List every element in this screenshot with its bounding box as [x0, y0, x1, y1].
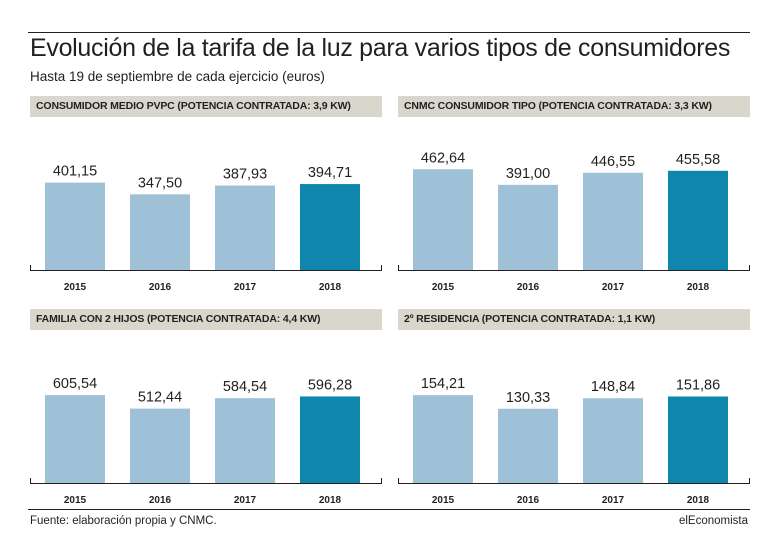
top-rule [28, 32, 750, 33]
data-label-2015: 605,54 [53, 376, 97, 392]
x-tick-label-2018: 2018 [687, 282, 710, 293]
bar-2017 [215, 185, 275, 270]
data-label-2017: 387,93 [223, 167, 267, 183]
bar-2018 [668, 170, 728, 270]
panel-title: 2º RESIDENCIA (POTENCIA CONTRATADA: 1,1 … [404, 313, 656, 325]
panel-title: CONSUMIDOR MEDIO PVPC (POTENCIA CONTRATA… [36, 100, 351, 112]
data-label-2018: 455,58 [676, 152, 720, 168]
data-label-2015: 401,15 [53, 164, 97, 180]
data-label-2015: 462,64 [421, 150, 465, 166]
x-tick-label-2015: 2015 [432, 282, 455, 293]
x-tick-label-2015: 2015 [64, 495, 87, 506]
x-tick-label-2016: 2016 [517, 282, 540, 293]
data-label-2016: 130,33 [506, 390, 550, 406]
bar-2016 [130, 408, 190, 483]
bar-2017 [583, 398, 643, 483]
bar-2016 [498, 408, 558, 483]
bar-2015 [45, 182, 105, 270]
panel-segunda-residencia: 2º RESIDENCIA (POTENCIA CONTRATADA: 1,1 … [398, 309, 750, 512]
x-tick-label-2016: 2016 [517, 495, 540, 506]
panel-title: FAMILIA CON 2 HIJOS (POTENCIA CONTRATADA… [36, 313, 321, 325]
x-tick-label-2017: 2017 [602, 282, 625, 293]
data-label-2017: 148,84 [591, 379, 635, 395]
bar-2016 [498, 184, 558, 270]
x-tick-label-2017: 2017 [234, 495, 257, 506]
data-label-2015: 154,21 [421, 376, 465, 392]
data-label-2016: 512,44 [138, 390, 182, 406]
bar-2017 [215, 398, 275, 483]
panel-cnmc-consumidor-tipo: CNMC CONSUMIDOR TIPO (POTENCIA CONTRATAD… [398, 96, 750, 299]
x-tick-label-2017: 2017 [602, 495, 625, 506]
x-tick-label-2015: 2015 [64, 282, 87, 293]
data-label-2018: 151,86 [676, 377, 720, 393]
bar-chart-consumidor-medio: 401,15 2015 347,50 2016 387,93 2017 394,71 2018 [30, 164, 382, 293]
x-tick-label-2016: 2016 [149, 282, 172, 293]
brand-credit: elEconomista [678, 515, 748, 527]
x-tick-label-2015: 2015 [432, 495, 455, 506]
panel-header: FAMILIA CON 2 HIJOS (POTENCIA CONTRATADA… [30, 309, 382, 330]
bar-chart-segunda-residencia: 154,21 2015 130,33 2016 148,84 2017 151,86 2018 [398, 376, 750, 506]
bar-2018 [300, 184, 360, 270]
chart-title: Evolución de la tarifa de la luz para va… [30, 34, 731, 62]
panel-familia-2-hijos: FAMILIA CON 2 HIJOS (POTENCIA CONTRATADA… [30, 309, 382, 512]
panel-consumidor-medio: CONSUMIDOR MEDIO PVPC (POTENCIA CONTRATA… [30, 96, 382, 299]
x-tick-label-2018: 2018 [319, 495, 342, 506]
bar-2018 [300, 396, 360, 483]
bar-2015 [45, 395, 105, 483]
bar-2015 [413, 169, 473, 270]
bar-chart-cnmc-consumidor-tipo: 462,64 2015 391,00 2016 446,55 2017 455,58 2018 [398, 150, 750, 293]
x-tick-label-2018: 2018 [319, 282, 342, 293]
bar-chart-familia-2-hijos: 605,54 2015 512,44 2016 584,54 2017 596,28 2018 [30, 376, 382, 506]
chart-subtitle: Hasta 19 de septiembre de cada ejercicio… [30, 69, 325, 84]
x-tick-label-2017: 2017 [234, 282, 257, 293]
panel-header: 2º RESIDENCIA (POTENCIA CONTRATADA: 1,1 … [398, 309, 750, 330]
data-label-2018: 394,71 [308, 165, 352, 181]
data-label-2018: 596,28 [308, 377, 352, 393]
data-label-2017: 584,54 [223, 379, 267, 395]
x-tick-label-2016: 2016 [149, 495, 172, 506]
bar-2016 [130, 194, 190, 270]
bar-2017 [583, 172, 643, 270]
panel-header: CONSUMIDOR MEDIO PVPC (POTENCIA CONTRATA… [30, 96, 382, 117]
data-label-2016: 391,00 [506, 166, 550, 182]
data-label-2017: 446,55 [591, 154, 635, 170]
panel-header: CNMC CONSUMIDOR TIPO (POTENCIA CONTRATAD… [398, 96, 750, 117]
bar-2018 [668, 396, 728, 483]
source-note: Fuente: elaboración propia y CNMC. [30, 515, 217, 527]
bottom-rule [28, 509, 750, 510]
x-tick-label-2018: 2018 [687, 495, 710, 506]
data-label-2016: 347,50 [138, 175, 182, 191]
panel-title: CNMC CONSUMIDOR TIPO (POTENCIA CONTRATAD… [404, 100, 712, 112]
bar-2015 [413, 395, 473, 483]
